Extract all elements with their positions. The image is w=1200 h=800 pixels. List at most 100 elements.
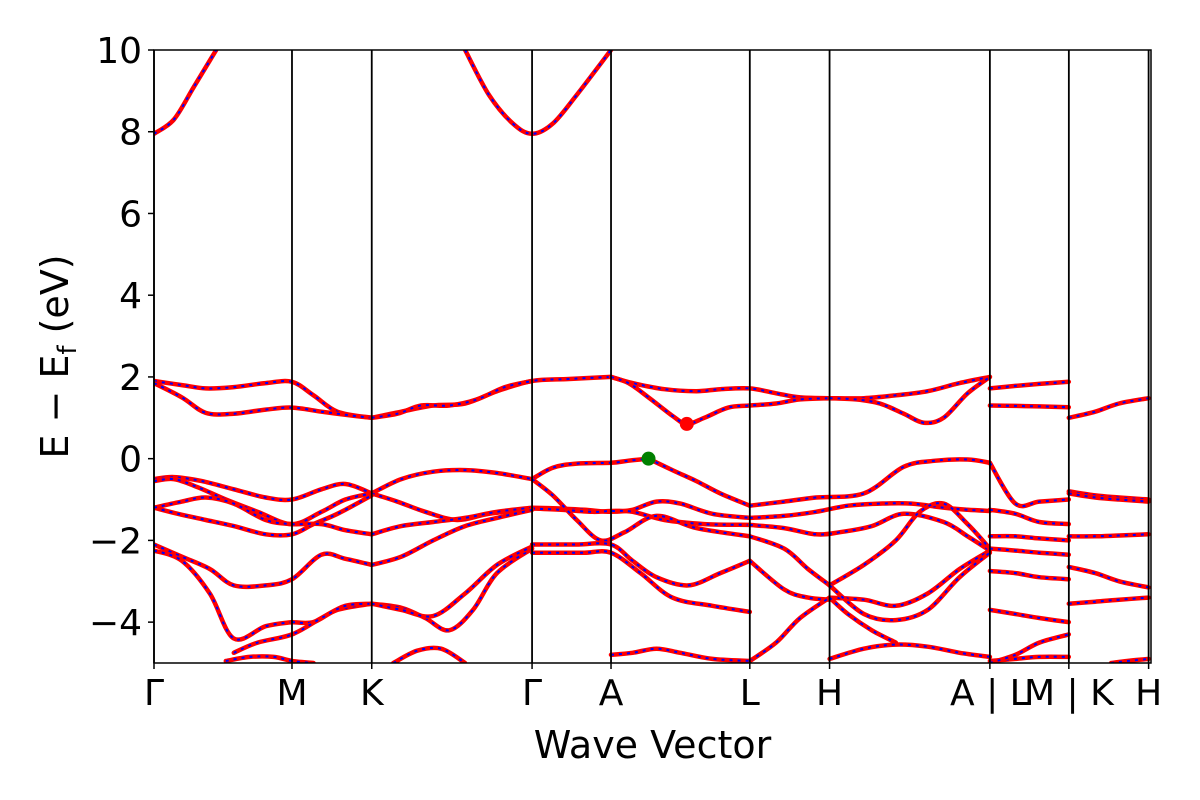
- band-line-27: [827, 500, 993, 588]
- x-axis-title: Wave Vector: [534, 723, 772, 767]
- y-axis-title-subscript: f: [53, 345, 83, 355]
- band-overlay-31: [532, 550, 750, 613]
- vbm-marker: [641, 451, 656, 466]
- band-overlay-60: [1068, 596, 1149, 605]
- band-overlay-25: [531, 478, 750, 542]
- band-overlay-50: [989, 535, 1069, 542]
- band-line-13: [529, 456, 651, 482]
- band-overlay-12: [371, 469, 533, 495]
- band-overlay-20: [371, 506, 533, 536]
- band-overlay-51: [989, 547, 1069, 556]
- y-axis-title-main: E − E: [33, 355, 77, 459]
- band-line-32: [747, 558, 832, 602]
- band-line-10: [1066, 395, 1151, 421]
- cbm-marker: [679, 416, 694, 431]
- band-overlay-48: [989, 462, 1069, 508]
- band-overlay-42: [610, 647, 750, 662]
- markers-layer: [641, 416, 694, 466]
- band-line-31: [529, 548, 753, 615]
- x-tick-label-6: H: [816, 673, 843, 714]
- band-line-42: [608, 646, 753, 663]
- x-tick-label-1: M: [276, 673, 307, 714]
- band-line-47: [462, 50, 614, 137]
- band-overlay-23: [532, 507, 750, 526]
- band-overlay-18: [154, 494, 373, 537]
- band-overlay-29: [371, 508, 533, 566]
- band-overlay-0: [154, 380, 372, 419]
- band-overlay-43: [829, 643, 991, 660]
- band-overlay-57: [1068, 492, 1149, 503]
- band-line-6: [608, 374, 832, 427]
- x-tick-label-8: M | K: [1024, 673, 1115, 714]
- x-tick-label-4: A: [599, 673, 624, 714]
- y-tick-label-6: −2: [89, 521, 142, 562]
- band-line-52: [987, 568, 1072, 582]
- y-tick-label-5: 0: [119, 440, 142, 481]
- x-tick-label-7: A | L: [950, 673, 1030, 714]
- band-line-33: [827, 548, 993, 609]
- y-tick-label-2: 6: [119, 194, 142, 235]
- band-overlay-8: [989, 380, 1069, 390]
- band-overlay-54: [989, 655, 1069, 662]
- band-overlay-26: [749, 535, 831, 587]
- band-line-8: [987, 379, 1072, 391]
- y-tick-label-0: 10: [96, 31, 142, 72]
- band-line-24: [747, 511, 993, 553]
- y-axis-title: E − Ef (eV): [33, 254, 83, 458]
- band-overlay-17: [371, 492, 533, 522]
- band-overlay-9: [989, 404, 1069, 409]
- band-overlay-7: [829, 376, 991, 424]
- band-line-37: [231, 601, 374, 656]
- band-overlay-34: [828, 551, 991, 622]
- band-overlay-13: [531, 457, 649, 480]
- band-line-35: [154, 548, 295, 642]
- x-tick-label-9: H: [1135, 673, 1162, 714]
- band-overlay-45: [392, 646, 466, 663]
- band-line-15: [747, 457, 993, 508]
- band-line-55: [987, 632, 1072, 663]
- band-line-30: [529, 541, 753, 588]
- band-overlay-46: [154, 50, 218, 135]
- band-overlay-41: [828, 596, 897, 644]
- band-overlay-28: [154, 543, 372, 588]
- band-line-59: [1066, 564, 1151, 590]
- band-line-46: [154, 50, 219, 137]
- y-axis-title-unit: (eV): [33, 254, 77, 345]
- bands-layer: [154, 50, 1151, 663]
- band-overlay-52: [989, 570, 1069, 581]
- x-tick-label-0: Γ: [144, 673, 164, 714]
- y-axis-ticks: 10 8 6 4 2 0 −2 −4: [89, 31, 154, 644]
- band-overlay-16: [154, 477, 372, 526]
- band-overlay-15: [749, 458, 991, 507]
- band-overlay-32: [749, 560, 830, 601]
- band-overlay-22: [749, 502, 990, 519]
- band-line-49: [987, 507, 1072, 527]
- band-overlay-4: [154, 382, 372, 419]
- x-tick-label-3: Γ: [522, 673, 542, 714]
- band-overlay-2: [610, 375, 830, 400]
- band-overlay-61: [1110, 657, 1149, 663]
- band-overlay-14: [648, 457, 751, 507]
- band-overlay-3: [829, 375, 991, 400]
- band-overlay-30: [532, 542, 751, 587]
- band-line-44: [223, 654, 316, 663]
- band-line-40: [747, 595, 832, 663]
- band-line-4: [154, 380, 374, 421]
- x-tick-label-5: L: [740, 673, 760, 714]
- band-overlay-24: [749, 512, 991, 552]
- band-overlay-40: [749, 596, 831, 662]
- x-tick-label-2: K: [360, 673, 385, 714]
- band-overlay-33: [829, 549, 991, 607]
- band-overlay-53: [989, 608, 1069, 624]
- band-overlay-47: [464, 50, 612, 135]
- band-overlay-39: [371, 545, 533, 618]
- x-axis-ticks: Γ M K Γ A L H A | LM | K H: [144, 663, 1162, 714]
- band-line-19: [154, 495, 374, 537]
- y-tick-label-4: 2: [119, 358, 142, 399]
- band-overlay-44: [225, 655, 314, 663]
- y-tick-label-1: 8: [119, 113, 142, 154]
- band-overlay-35: [154, 549, 293, 641]
- band-line-50: [987, 533, 1072, 543]
